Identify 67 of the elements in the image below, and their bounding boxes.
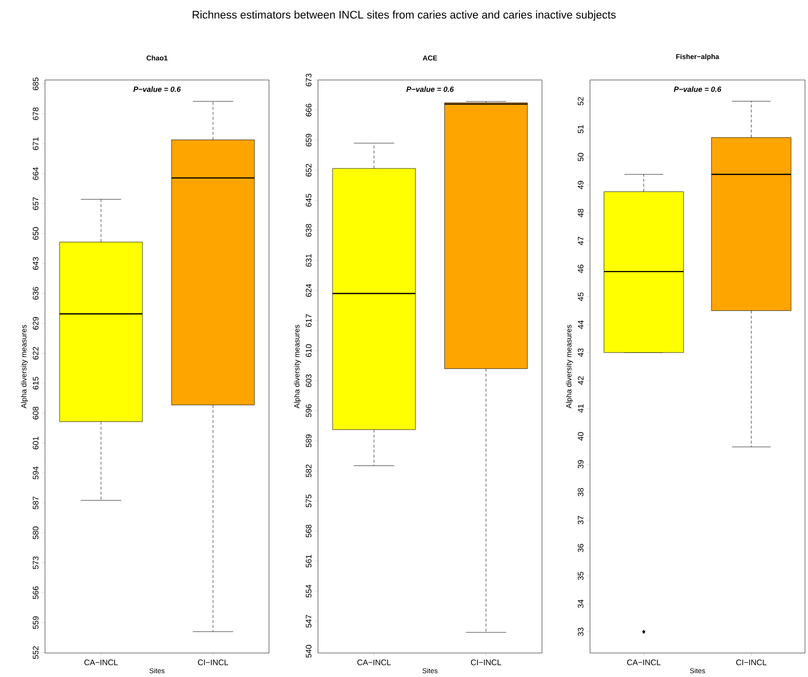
y-tick-label: 47 bbox=[578, 236, 584, 246]
y-tick-label: 643 bbox=[32, 257, 38, 270]
y-tick-label: 589 bbox=[306, 434, 312, 448]
y-tick-label: 50 bbox=[578, 152, 584, 162]
y-tick-label: 631 bbox=[306, 254, 312, 267]
y-tick-label: 587 bbox=[32, 496, 38, 510]
y-tick-label: 554 bbox=[306, 584, 312, 598]
y-tick-label: 44 bbox=[578, 320, 584, 329]
y-tick-label: 624 bbox=[306, 284, 312, 297]
y-tick-label: 673 bbox=[306, 74, 312, 86]
y-tick-label: 36 bbox=[578, 544, 584, 552]
y-tick-label: 685 bbox=[32, 78, 38, 90]
y-tick-label: 46 bbox=[578, 264, 584, 274]
y-tick-label: 601 bbox=[32, 436, 38, 450]
y-tick-label: 657 bbox=[32, 197, 38, 210]
y-tick-label: 43 bbox=[578, 348, 584, 357]
y-tick-label: 678 bbox=[32, 107, 38, 120]
text: Richness estimators between INCL sites from caries active and caries inactive subjects bbox=[192, 10, 616, 21]
x-tick-label: CA−INCL bbox=[627, 660, 660, 666]
y-tick-label: 39 bbox=[578, 460, 584, 468]
y-tick-label: 580 bbox=[32, 526, 38, 540]
y-tick-label: 51 bbox=[578, 125, 584, 134]
y-tick-label: 575 bbox=[306, 494, 312, 508]
y-tick-label: 603 bbox=[306, 374, 312, 387]
x-tick-label: CI−INCL bbox=[736, 660, 766, 666]
y-tick-label: 650 bbox=[32, 227, 38, 240]
y-tick-label: 636 bbox=[32, 287, 38, 300]
y-tick-label: 34 bbox=[578, 600, 584, 608]
x-tick-label: CI−INCL bbox=[470, 660, 502, 666]
y-tick-label: 49 bbox=[578, 180, 584, 190]
y-tick-label: 40 bbox=[578, 432, 584, 441]
y-tick-label: 559 bbox=[32, 616, 38, 629]
y-tick-label: 540 bbox=[306, 644, 312, 658]
y-tick-label: 45 bbox=[578, 292, 584, 301]
y-tick-label: 617 bbox=[306, 314, 312, 327]
y-tick-label: 666 bbox=[306, 104, 312, 116]
y-tick-label: 573 bbox=[32, 556, 38, 570]
y-tick-label: 547 bbox=[306, 614, 312, 628]
y-tick-label: 42 bbox=[578, 376, 584, 385]
y-tick-label: 615 bbox=[32, 376, 38, 390]
y-tick-label: 561 bbox=[306, 554, 312, 568]
y-tick-label: 582 bbox=[306, 464, 312, 478]
y-tick-label: 33 bbox=[578, 628, 584, 636]
x-tick-label: CA−INCL bbox=[357, 660, 391, 666]
y-tick-label: 41 bbox=[578, 404, 584, 413]
y-tick-label: 608 bbox=[32, 406, 38, 420]
y-tick-label: 622 bbox=[32, 346, 38, 360]
y-tick-label: 638 bbox=[306, 224, 312, 237]
y-tick-label: 35 bbox=[578, 572, 584, 580]
y-tick-label: 566 bbox=[32, 586, 38, 600]
y-tick-label: 652 bbox=[306, 164, 312, 176]
y-tick-label: 568 bbox=[306, 524, 312, 538]
y-tick-label: 645 bbox=[306, 194, 312, 207]
y-tick-label: 610 bbox=[306, 344, 312, 357]
y-tick-label: 594 bbox=[32, 466, 38, 480]
y-tick-label: 671 bbox=[32, 137, 38, 150]
y-tick-label: 552 bbox=[32, 646, 38, 659]
y-tick-label: 38 bbox=[578, 488, 584, 496]
y-tick-label: 664 bbox=[32, 167, 38, 180]
y-tick-label: 48 bbox=[578, 208, 584, 218]
y-tick-label: 596 bbox=[306, 404, 312, 418]
y-tick-label: 629 bbox=[32, 317, 38, 330]
y-tick-label: 37 bbox=[578, 516, 584, 524]
x-tick-label: CI−INCL bbox=[198, 660, 228, 666]
y-tick-label: 52 bbox=[578, 97, 584, 106]
y-tick-label: 659 bbox=[306, 134, 312, 146]
x-tick-label: CA−INCL bbox=[84, 660, 118, 666]
